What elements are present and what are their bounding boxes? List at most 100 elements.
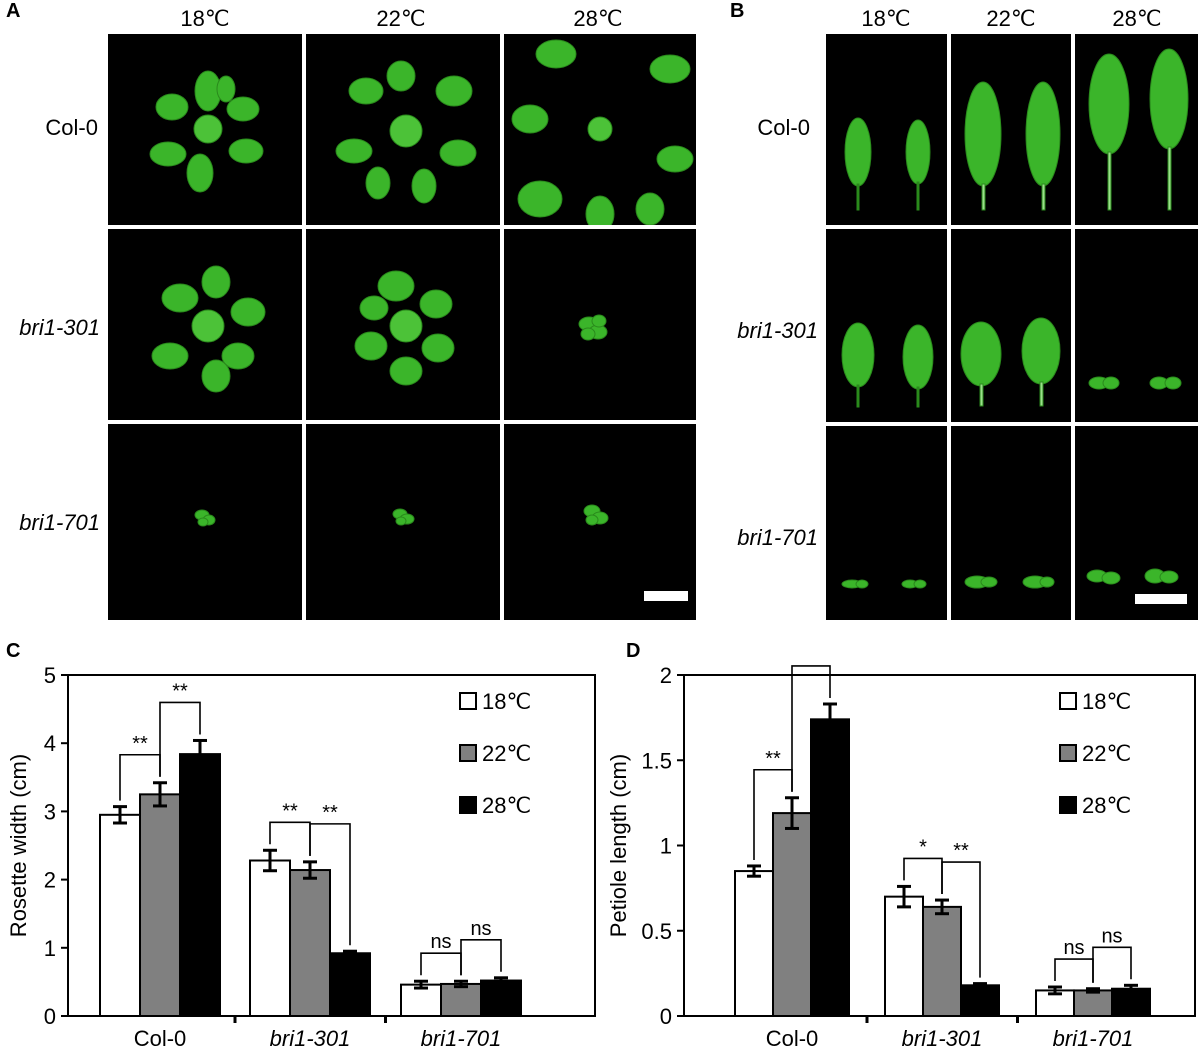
dwarf-leaf-icon xyxy=(841,579,927,589)
y-axis-label: Petiole length (cm) xyxy=(606,754,631,937)
y-tick-label: 4 xyxy=(44,731,56,756)
leaf-icon xyxy=(1088,48,1189,211)
panel-a-row-col0: Col-0 xyxy=(45,115,98,140)
y-tick-label: 1.5 xyxy=(641,748,672,773)
panel-b-column-28c: 28℃ xyxy=(1112,6,1162,31)
legend-swatch xyxy=(1059,796,1077,814)
dwarf-plant-icon xyxy=(578,314,608,341)
dwarf-leaf-icon xyxy=(1088,376,1182,390)
bar xyxy=(440,982,482,1018)
dwarf-leaf-icon xyxy=(964,575,1055,589)
legend-swatch xyxy=(1059,744,1077,762)
legend-label: 22℃ xyxy=(1082,741,1131,766)
leaf-icon xyxy=(844,117,931,211)
bar xyxy=(810,718,850,1018)
legend-label: 18℃ xyxy=(1082,689,1131,714)
panel-a-row-bri1-301: bri1-301 xyxy=(19,315,100,340)
bar xyxy=(329,952,371,1018)
panel-b-row-col0: Col-0 xyxy=(757,115,810,140)
bar xyxy=(249,859,291,1017)
significance-label: ** xyxy=(132,733,148,755)
significance-label: ** xyxy=(282,800,298,822)
bar xyxy=(480,979,522,1018)
y-axis-label: Rosette width (cm) xyxy=(6,754,31,937)
panel-a-photo-grid xyxy=(108,34,696,620)
photo-b-col0-28c xyxy=(1075,34,1198,225)
dwarf-plant-icon xyxy=(194,509,216,527)
photo-a-bri1-301-18c xyxy=(108,229,302,420)
x-tick-label: bri1-701 xyxy=(1053,1026,1134,1051)
x-tick-label: Col-0 xyxy=(766,1026,819,1051)
y-tick-label: 2 xyxy=(44,868,56,893)
photo-b-bri1-701-28c xyxy=(1075,426,1198,620)
y-tick-label: 3 xyxy=(44,799,56,824)
y-tick-label: 2 xyxy=(660,663,672,688)
significance-bracket xyxy=(903,857,943,895)
panel-a-column-18c: 18℃ xyxy=(180,6,230,31)
significance-label: ns xyxy=(1063,937,1084,959)
significance-bracket xyxy=(941,861,981,978)
panel-b-photo-grid xyxy=(826,34,1198,620)
legend-swatch xyxy=(459,692,477,710)
legend-label: 22℃ xyxy=(482,741,531,766)
photo-b-col0-18c xyxy=(826,34,947,225)
photo-a-bri1-301-22c xyxy=(306,229,500,420)
significance-bracket xyxy=(309,823,351,946)
dwarf-plant-icon xyxy=(583,504,609,526)
significance-label: ns xyxy=(430,931,451,953)
significance-label: ** xyxy=(953,840,969,862)
significance-label: * xyxy=(919,836,927,858)
scale-bar xyxy=(1135,594,1187,604)
significance-label: ns xyxy=(470,918,491,940)
rosette-icon xyxy=(335,60,477,204)
bar xyxy=(922,905,962,1018)
bar xyxy=(179,753,221,1017)
panel-letter-b: B xyxy=(730,0,745,22)
bar xyxy=(99,813,141,1017)
leaf-icon xyxy=(960,317,1061,407)
y-tick-label: 5 xyxy=(44,663,56,688)
panel-b-column-22c: 22℃ xyxy=(986,6,1036,31)
photo-a-col0-22c xyxy=(306,34,500,225)
y-tick-label: 0 xyxy=(44,1004,56,1029)
panel-b-column-18c: 18℃ xyxy=(861,6,911,31)
rosette-icon xyxy=(511,39,694,225)
bar xyxy=(289,869,331,1017)
panel-b-row-bri1-701: bri1-701 xyxy=(737,525,818,550)
bar xyxy=(1073,989,1113,1017)
photo-a-bri1-701-22c xyxy=(306,424,500,620)
bar xyxy=(884,895,924,1017)
panel-letter-a: A xyxy=(6,0,21,22)
leaf-icon xyxy=(841,322,934,408)
legend-label: 28℃ xyxy=(482,793,531,818)
legend-label: 28℃ xyxy=(1082,793,1131,818)
rosette-width-chart: 0 1 2 3 4 5 Rosette width (cm) Col-0 bri1-301 bri… xyxy=(6,663,596,1051)
legend-label: 18℃ xyxy=(482,689,531,714)
legend-swatch xyxy=(459,744,477,762)
photo-b-bri1-301-28c xyxy=(1075,229,1198,422)
panel-a-column-28c: 28℃ xyxy=(573,6,623,31)
y-tick-label: 1 xyxy=(660,834,672,859)
dwarf-leaf-icon xyxy=(1086,568,1179,585)
panel-a-row-bri1-701: bri1-701 xyxy=(19,510,100,535)
x-tick-label: Col-0 xyxy=(134,1026,187,1051)
significance-label: ** xyxy=(765,748,781,770)
y-tick-label: 0.5 xyxy=(641,919,672,944)
photo-b-col0-22c xyxy=(951,34,1071,225)
petiole-length-chart: 0 0.5 1 1.5 2 Petiole length (cm) Col-0 bri1-30… xyxy=(606,655,1196,1051)
photo-a-col0-28c xyxy=(504,34,696,225)
significance-bracket xyxy=(791,665,831,792)
photo-a-col0-18c xyxy=(108,34,302,225)
scale-bar xyxy=(644,591,688,601)
photo-b-bri1-301-22c xyxy=(951,229,1071,422)
panel-a-column-22c: 22℃ xyxy=(376,6,426,31)
photo-b-bri1-701-18c xyxy=(826,426,947,620)
dwarf-plant-icon xyxy=(392,508,415,526)
panel-b-row-bri1-301: bri1-301 xyxy=(737,318,818,343)
rosette-icon xyxy=(149,70,264,193)
x-tick-label: bri1-301 xyxy=(902,1026,983,1051)
x-tick-label: bri1-301 xyxy=(270,1026,351,1051)
bar xyxy=(734,870,774,1017)
legend-swatch xyxy=(459,796,477,814)
significance-bracket xyxy=(1092,946,1132,983)
